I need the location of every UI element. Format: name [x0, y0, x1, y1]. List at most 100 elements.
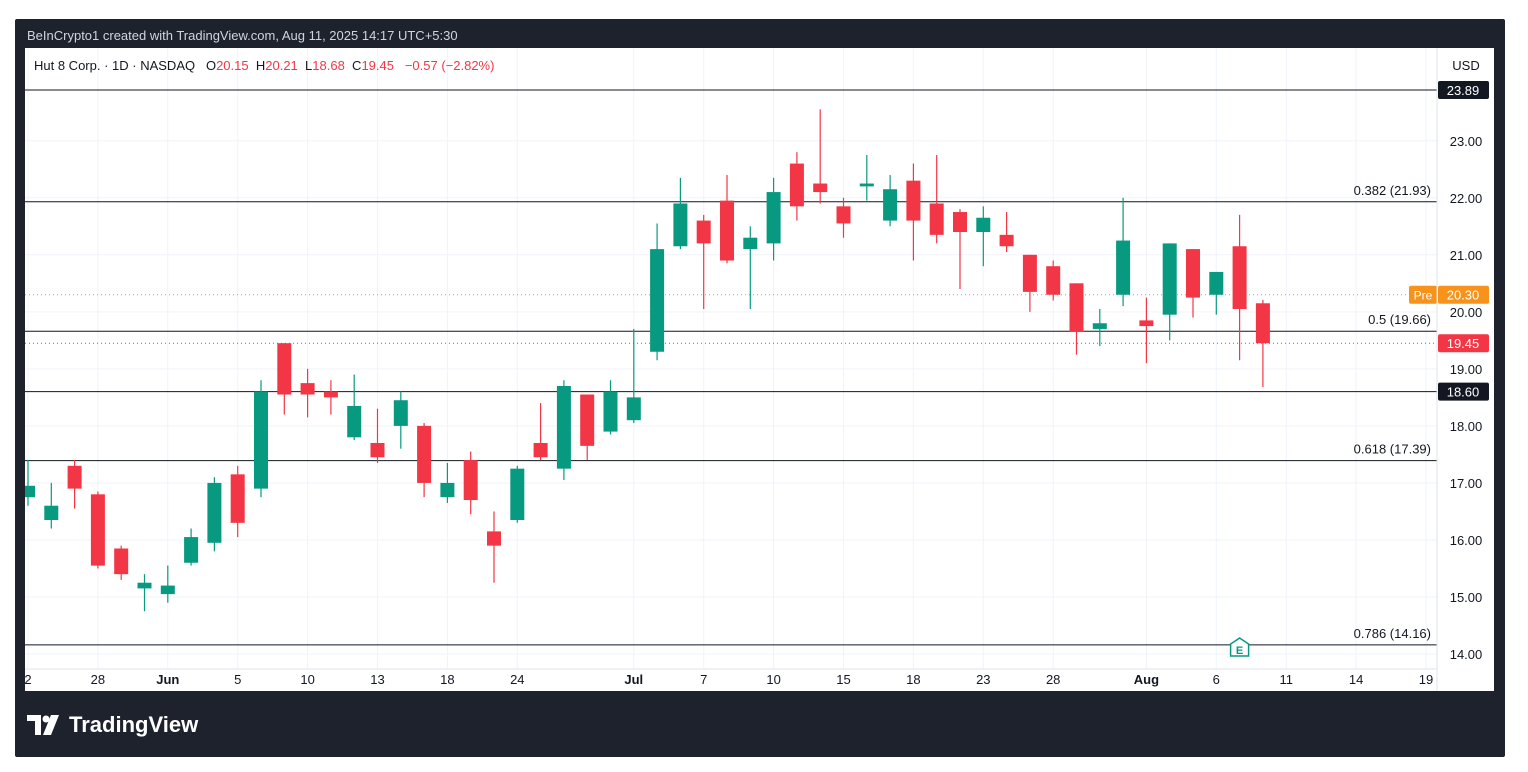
candle [580, 394, 595, 461]
candle [720, 174, 734, 264]
x-tick-label: 24 [510, 672, 524, 687]
candle-body [393, 400, 408, 426]
candle [976, 206, 991, 267]
candle [929, 155, 944, 244]
x-tick-label: 11 [1279, 672, 1293, 687]
candle [603, 380, 618, 435]
candle [487, 511, 501, 583]
last-price-box [1438, 334, 1489, 353]
level-price-box [1438, 382, 1489, 401]
candle [1186, 249, 1200, 318]
candle-body [370, 442, 385, 458]
open-label: O [205, 58, 217, 73]
candle-body [1186, 249, 1200, 298]
candle-body [1232, 246, 1247, 309]
candle [277, 343, 292, 415]
candle-body [1209, 271, 1224, 295]
candle [1255, 299, 1270, 388]
x-tick-label: 13 [370, 672, 384, 687]
candle [21, 460, 35, 506]
earnings-label: E [1236, 645, 1243, 657]
level-price-text: 18.60 [1447, 385, 1480, 400]
candle [184, 528, 199, 566]
candle-body [626, 397, 641, 421]
candle [766, 177, 781, 261]
low-value: 18.68 [312, 58, 345, 73]
candle-body [696, 220, 711, 244]
candle [90, 491, 105, 569]
candle-body [883, 189, 898, 221]
pre-market-label: Pre [1414, 289, 1433, 303]
chart-grid [25, 48, 1437, 669]
candle [1046, 260, 1061, 301]
candle-body [650, 249, 665, 352]
candle-body [21, 485, 35, 498]
candle [510, 465, 525, 523]
candlestick-chart[interactable]: 23.89 0.382 (21.93) 0.5 (19.66) 18.60 0.618 … [21, 48, 1494, 691]
high-label: H [255, 58, 266, 73]
low-label: L [305, 58, 313, 73]
candle [1162, 243, 1177, 341]
x-tick-label: 7 [700, 672, 707, 687]
x-tick-label: 23 [976, 672, 990, 687]
candle-body [859, 183, 874, 187]
candle-body [463, 460, 478, 501]
candle-body [720, 200, 734, 261]
candle [370, 408, 385, 463]
candle [393, 391, 408, 449]
candle [114, 545, 129, 580]
x-tick-label: 19 [1419, 672, 1433, 687]
candle [883, 174, 898, 227]
candle-body [999, 234, 1014, 247]
x-tick-label: Aug [1134, 672, 1159, 687]
y-tick-label: 14.00 [1450, 647, 1483, 662]
candle [300, 368, 315, 418]
candle [743, 226, 758, 309]
last-price-text: 19.45 [1447, 336, 1480, 351]
y-tick-label: 17.00 [1450, 476, 1483, 491]
x-tick-label: Jun [156, 672, 179, 687]
candle [813, 109, 828, 204]
brand-name: TradingView [69, 712, 199, 737]
y-tick-label: 15.00 [1450, 590, 1483, 605]
candle [556, 380, 571, 481]
candle-body [323, 391, 338, 398]
candle-body [487, 531, 501, 546]
candle-body [417, 425, 432, 483]
candle-body [67, 465, 82, 489]
candle-body [813, 183, 828, 193]
level-label: 0.786 (14.16) [1354, 626, 1431, 641]
pre-market-price: 20.30 [1447, 288, 1480, 303]
candle-body [207, 482, 222, 543]
x-tick-label: 18 [440, 672, 454, 687]
tradingview-logo-icon [27, 715, 59, 735]
x-tick-label: 15 [836, 672, 850, 687]
chart-panel[interactable]: 23.89 0.382 (21.93) 0.5 (19.66) 18.60 0.618 … [21, 48, 1494, 691]
y-tick-label: 22.00 [1450, 191, 1483, 206]
fib-levels: 23.89 0.382 (21.93) 0.5 (19.66) 18.60 0.618 … [25, 81, 1489, 646]
candle [1232, 214, 1247, 361]
candle [67, 460, 82, 509]
candle-body [1022, 254, 1037, 292]
candle [1022, 254, 1037, 312]
candle [673, 177, 688, 250]
level-label: 0.618 (17.39) [1354, 442, 1431, 457]
x-tick-label: 2 [25, 672, 32, 687]
tradingview-logo[interactable]: TradingView [27, 711, 198, 739]
x-tick-label: Jul [624, 672, 643, 687]
candles [21, 109, 1270, 612]
candle-body [1046, 266, 1061, 295]
candle-body [347, 405, 362, 438]
candle [1139, 297, 1154, 364]
candle-body [1139, 320, 1154, 327]
candle [1069, 283, 1084, 355]
candle [1209, 271, 1224, 315]
candle-body [510, 468, 525, 520]
candle [533, 403, 548, 461]
pre-market-tag [1409, 285, 1437, 304]
pre-market-price-box [1438, 285, 1489, 304]
candle [347, 374, 362, 441]
candle-body [1116, 240, 1131, 295]
candle [417, 423, 432, 498]
earnings-marker: E [1229, 637, 1250, 657]
